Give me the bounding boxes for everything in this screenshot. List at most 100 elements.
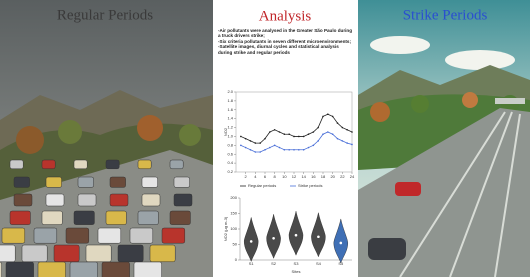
car xyxy=(106,211,126,225)
x-tick-label: 18 xyxy=(321,174,326,179)
point xyxy=(342,140,344,142)
point xyxy=(317,127,319,129)
car xyxy=(10,160,23,169)
point xyxy=(313,131,315,133)
point xyxy=(303,149,305,151)
point xyxy=(303,136,305,138)
x-tick-label: 22 xyxy=(340,174,345,179)
point xyxy=(274,145,276,147)
y-tick-label: 0.8 xyxy=(227,142,233,147)
car xyxy=(110,177,126,187)
car xyxy=(10,211,30,225)
point xyxy=(351,131,353,133)
x-tick-label: 12 xyxy=(292,174,297,179)
y-tick-label: 1.4 xyxy=(227,116,233,121)
point xyxy=(293,136,295,138)
point xyxy=(332,133,334,135)
point xyxy=(284,133,286,135)
point xyxy=(327,113,329,115)
x-tick-label: 20 xyxy=(330,174,335,179)
right-title: Strike Periods xyxy=(403,7,488,23)
median xyxy=(272,237,275,240)
point xyxy=(259,142,261,144)
y-tick-label: 1.2 xyxy=(227,125,233,130)
y-tick-label: 200 xyxy=(230,195,237,200)
point xyxy=(346,142,348,144)
car xyxy=(174,194,192,206)
car xyxy=(38,262,66,277)
point xyxy=(308,133,310,135)
car xyxy=(102,262,130,277)
car xyxy=(106,160,119,169)
point xyxy=(269,131,271,133)
median xyxy=(295,234,298,237)
y-axis-label: NO2 xyxy=(223,127,228,136)
y-tick-label: 50 xyxy=(233,242,238,247)
car xyxy=(46,177,62,187)
point xyxy=(250,140,252,142)
y-tick-label: 0.6 xyxy=(227,151,233,156)
y-axis-label: NO2 (µg m-3) xyxy=(223,216,228,241)
point xyxy=(274,129,276,131)
x-tick-label: 10 xyxy=(282,174,287,179)
point xyxy=(298,149,300,151)
point xyxy=(259,151,261,153)
point xyxy=(332,116,334,118)
x-tick-label: 24 xyxy=(350,174,355,179)
x-tick-label: S2 xyxy=(271,261,277,266)
point xyxy=(255,151,257,153)
point xyxy=(279,131,281,133)
car xyxy=(2,228,25,243)
point xyxy=(288,133,290,135)
median xyxy=(340,242,343,245)
x-axis-label: Sites xyxy=(292,269,301,274)
car xyxy=(78,194,96,206)
car xyxy=(6,262,34,277)
y-tick-label: 100 xyxy=(230,226,237,231)
point xyxy=(250,149,252,151)
point xyxy=(240,136,242,138)
car xyxy=(142,177,158,187)
car xyxy=(78,177,94,187)
car xyxy=(138,211,158,225)
car xyxy=(150,245,175,262)
point xyxy=(308,147,310,149)
car xyxy=(110,194,128,206)
car xyxy=(86,245,111,262)
left-illustration xyxy=(0,0,213,277)
y-tick-label: 150 xyxy=(230,211,237,216)
point xyxy=(264,149,266,151)
car xyxy=(174,177,190,187)
car xyxy=(162,228,185,243)
y-tick-label: 0.2 xyxy=(227,169,233,174)
point xyxy=(240,145,242,147)
right-illustration xyxy=(358,0,530,277)
legend-label: Strike periods xyxy=(298,183,322,188)
point xyxy=(317,140,319,142)
point xyxy=(245,147,247,149)
x-tick-label: S3 xyxy=(294,261,300,266)
point xyxy=(337,122,339,124)
car xyxy=(46,194,64,206)
car xyxy=(170,160,183,169)
car xyxy=(66,228,89,243)
point xyxy=(337,138,339,140)
car xyxy=(130,228,153,243)
point xyxy=(255,142,257,144)
point xyxy=(264,138,266,140)
bullets: -Air pollutants were analysed in the Gre… xyxy=(218,28,354,55)
car xyxy=(42,160,55,169)
car xyxy=(0,262,2,277)
x-tick-label: S5 xyxy=(338,261,344,266)
point xyxy=(346,129,348,131)
median xyxy=(317,235,320,238)
point xyxy=(284,149,286,151)
car xyxy=(74,211,94,225)
x-tick-label: 14 xyxy=(301,174,306,179)
car xyxy=(170,211,190,225)
y-tick-label: 0.4 xyxy=(227,160,233,165)
bullet: -Air pollutants were analysed in the Gre… xyxy=(218,28,354,39)
car xyxy=(14,177,30,187)
car xyxy=(70,262,98,277)
median xyxy=(250,240,253,243)
